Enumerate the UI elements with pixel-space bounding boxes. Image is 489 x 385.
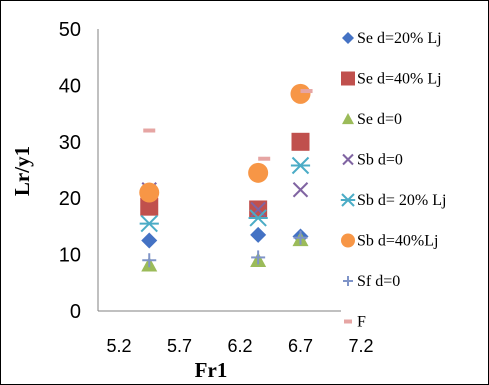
legend-label: F	[357, 314, 366, 331]
legend-marker	[342, 153, 354, 166]
y-tick-label: 30	[59, 132, 81, 154]
legend-label: Se d=0	[357, 111, 402, 128]
legend-marker	[342, 113, 354, 125]
data-point	[290, 156, 311, 175]
series-group	[139, 156, 311, 233]
data-point	[248, 162, 269, 183]
data-point	[291, 132, 310, 151]
legend-marker	[344, 319, 352, 324]
x-tick-label: 6.7	[288, 336, 313, 356]
legend-label: Se d=40% Lj	[357, 71, 442, 88]
legend-marker	[343, 276, 353, 286]
legend-label: Sb d= 20% Lj	[357, 192, 446, 209]
legend-item: Se d=40% Lj	[341, 71, 442, 88]
data-point	[139, 214, 159, 233]
x-tick-label: 5.7	[167, 336, 192, 356]
legend-marker	[342, 32, 354, 44]
series-group	[139, 83, 311, 203]
data-point	[139, 182, 160, 203]
x-tick-label: 5.2	[106, 336, 131, 356]
series-group	[141, 226, 309, 249]
legend-label: Sf d=0	[357, 273, 400, 290]
legend-item: F	[344, 314, 366, 331]
legend-item: Sb d= 20% Lj	[340, 192, 446, 209]
y-axis-title: Lr/y1	[10, 146, 34, 196]
series-group	[141, 182, 309, 218]
legend-item: Sf d=0	[343, 273, 400, 290]
y-tick-label: 40	[59, 75, 81, 97]
data-marks	[139, 83, 313, 272]
data-point	[293, 230, 308, 245]
y-tick-label: 20	[59, 188, 81, 210]
y-tick-label: 10	[59, 245, 81, 267]
data-point	[142, 253, 157, 268]
legend: Se d=20% Lj Se d=40% Lj Se d=0 Sb d=0 Sb d= …	[340, 30, 446, 331]
series-group	[142, 230, 308, 268]
series-group	[140, 132, 310, 219]
x-stroke	[342, 153, 354, 166]
series-group	[143, 89, 313, 161]
legend-item: Se d=20% Lj	[342, 30, 442, 47]
data-point	[143, 128, 156, 133]
x-tick-label: 7.2	[348, 336, 373, 356]
data-point	[258, 156, 271, 161]
data-point	[140, 197, 159, 216]
y-tick-label: 50	[59, 19, 81, 41]
legend-label: Sb d=0	[357, 152, 403, 169]
legend-label: Se d=20% Lj	[357, 30, 442, 47]
legend-marker	[341, 233, 355, 248]
data-point	[141, 232, 158, 249]
x-tick-label: 6.2	[227, 336, 252, 356]
data-point	[251, 250, 266, 265]
legend-marker	[341, 71, 355, 86]
legend-marker	[340, 193, 356, 207]
plot-area: 0 10 20 30 40 50 5.2 5.7 6.2 6.7 7.2	[59, 19, 374, 356]
data-point	[290, 83, 311, 104]
x-axis-title: Fr1	[195, 358, 228, 382]
data-point	[292, 182, 309, 198]
data-point	[248, 209, 268, 227]
legend-item: Sb d=0	[342, 152, 403, 169]
legend-item: Sb d=40%Lj	[341, 233, 438, 250]
legend-item: Se d=0	[342, 111, 402, 128]
x-stroke	[292, 182, 309, 198]
data-point	[250, 226, 267, 243]
series-group	[141, 231, 309, 272]
y-tick-label: 0	[70, 301, 81, 323]
data-point	[300, 89, 313, 94]
legend-label: Sb d=40%Lj	[357, 233, 438, 250]
